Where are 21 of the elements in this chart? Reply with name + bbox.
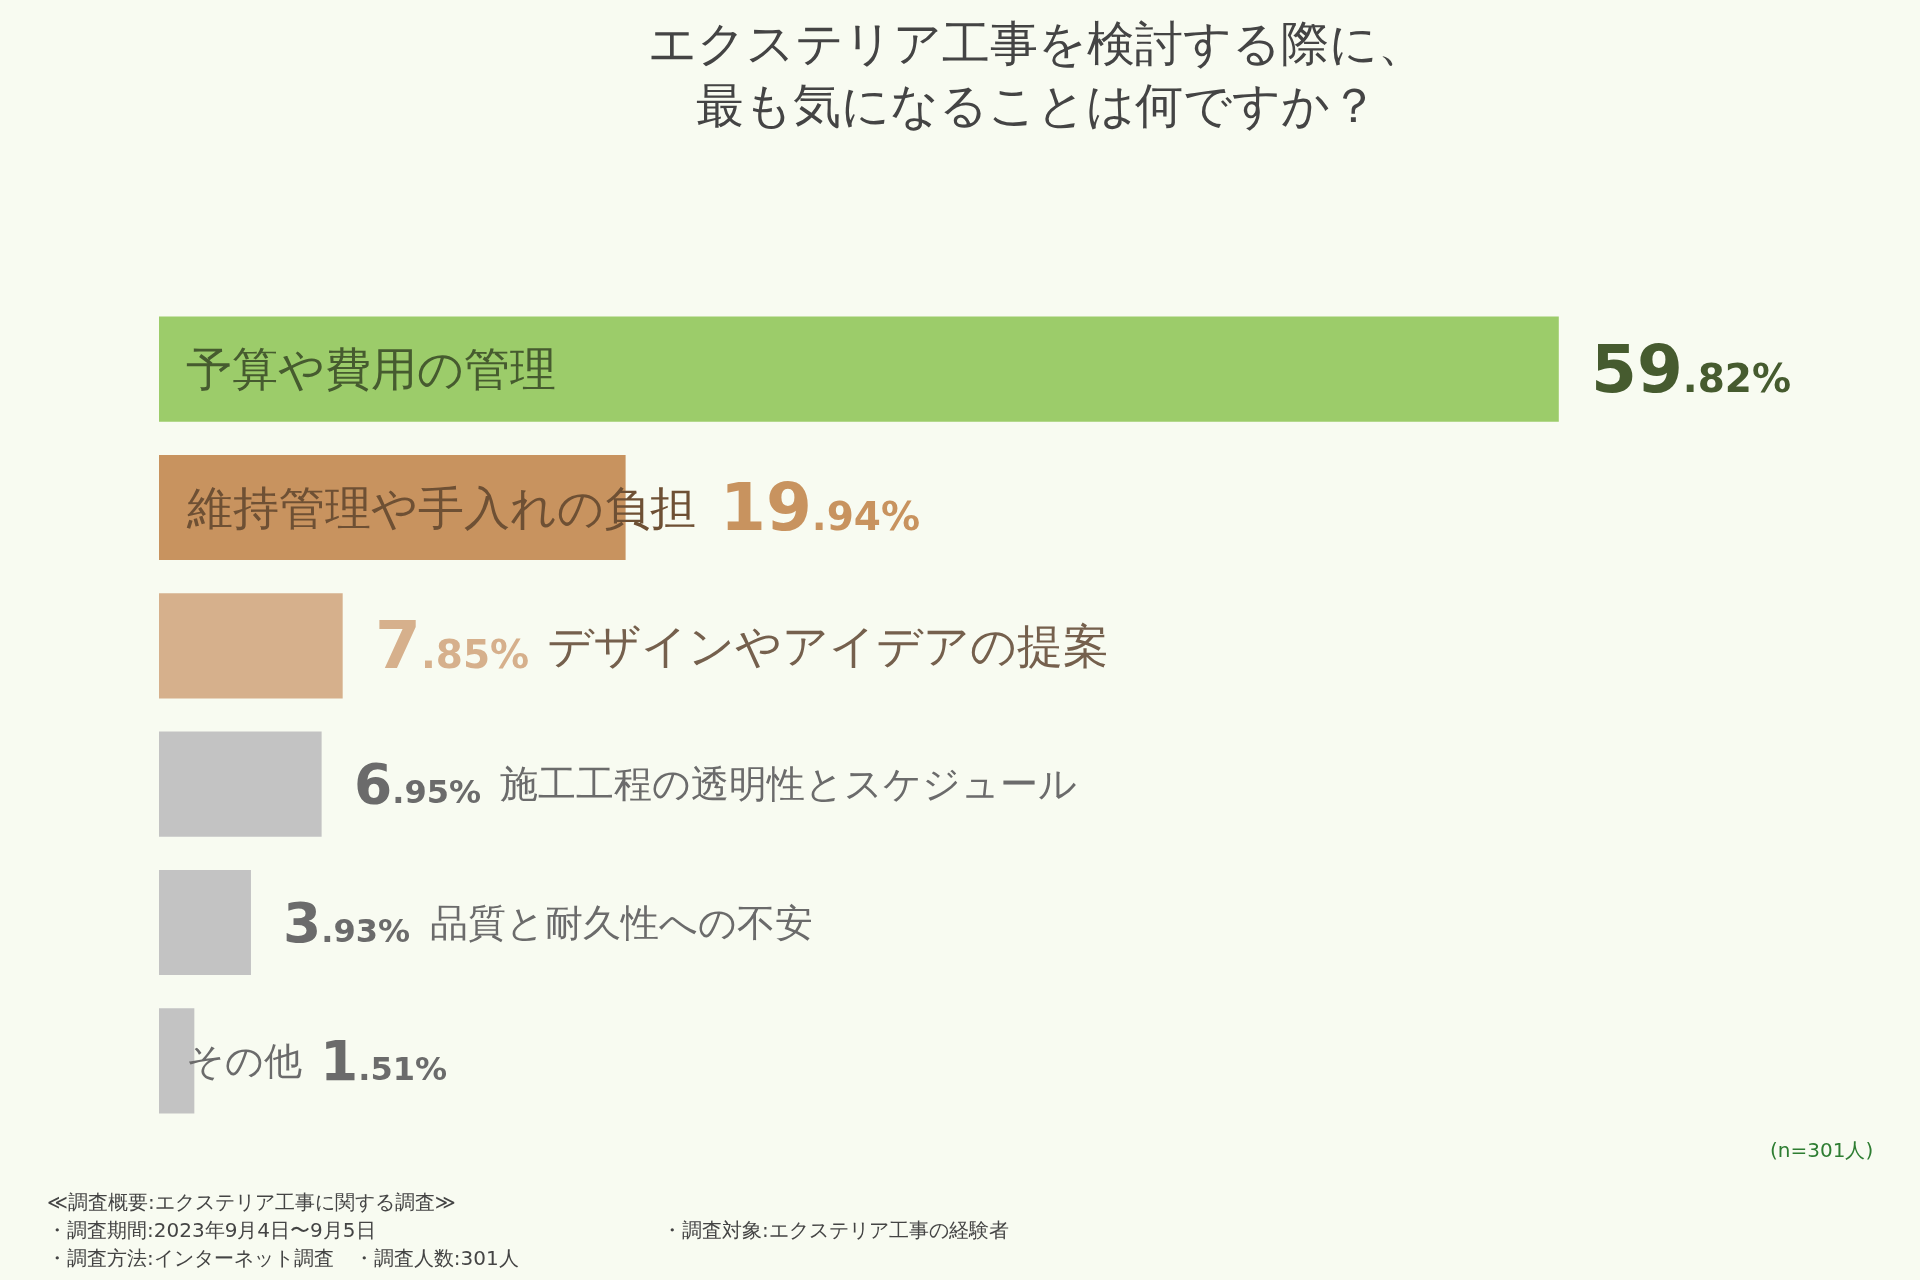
data-label: 19.94% — [720, 469, 921, 546]
text: (n=301人) — [1770, 1138, 1874, 1162]
chart-title: エクステリア工事を検討する際に、最も気になることは何ですか？ — [647, 15, 1426, 134]
data-label: 3.93% — [283, 891, 411, 955]
text: ・調査対象:エクステリア工事の経験者 — [662, 1218, 1009, 1242]
data-label: 6.95% — [354, 752, 482, 816]
text: ・調査期間:2023年9月4日〜9月5日 — [47, 1218, 376, 1242]
data-label: 1.51% — [320, 1029, 448, 1093]
text: ・調査方法:インターネット調査 ・調査人数:301人 — [47, 1246, 519, 1270]
bar — [159, 593, 343, 699]
y-tick-label: 品質と耐久性への不安 — [430, 901, 813, 945]
y-tick-label: 予算や費用の管理 — [186, 342, 556, 396]
data-label: 7.85% — [375, 607, 530, 684]
y-tick-label: デザインやアイデアの提案 — [547, 619, 1109, 673]
bar — [159, 731, 322, 837]
text: ≪調査概要:エクステリア工事に関する調査≫ — [47, 1190, 456, 1214]
data-label: 59.82% — [1591, 331, 1792, 408]
y-tick-label: 施工工程の透明性とスケジュール — [500, 762, 1077, 806]
bar — [159, 316, 1559, 422]
y-tick-label: その他 — [186, 1039, 302, 1083]
bar — [159, 869, 251, 976]
